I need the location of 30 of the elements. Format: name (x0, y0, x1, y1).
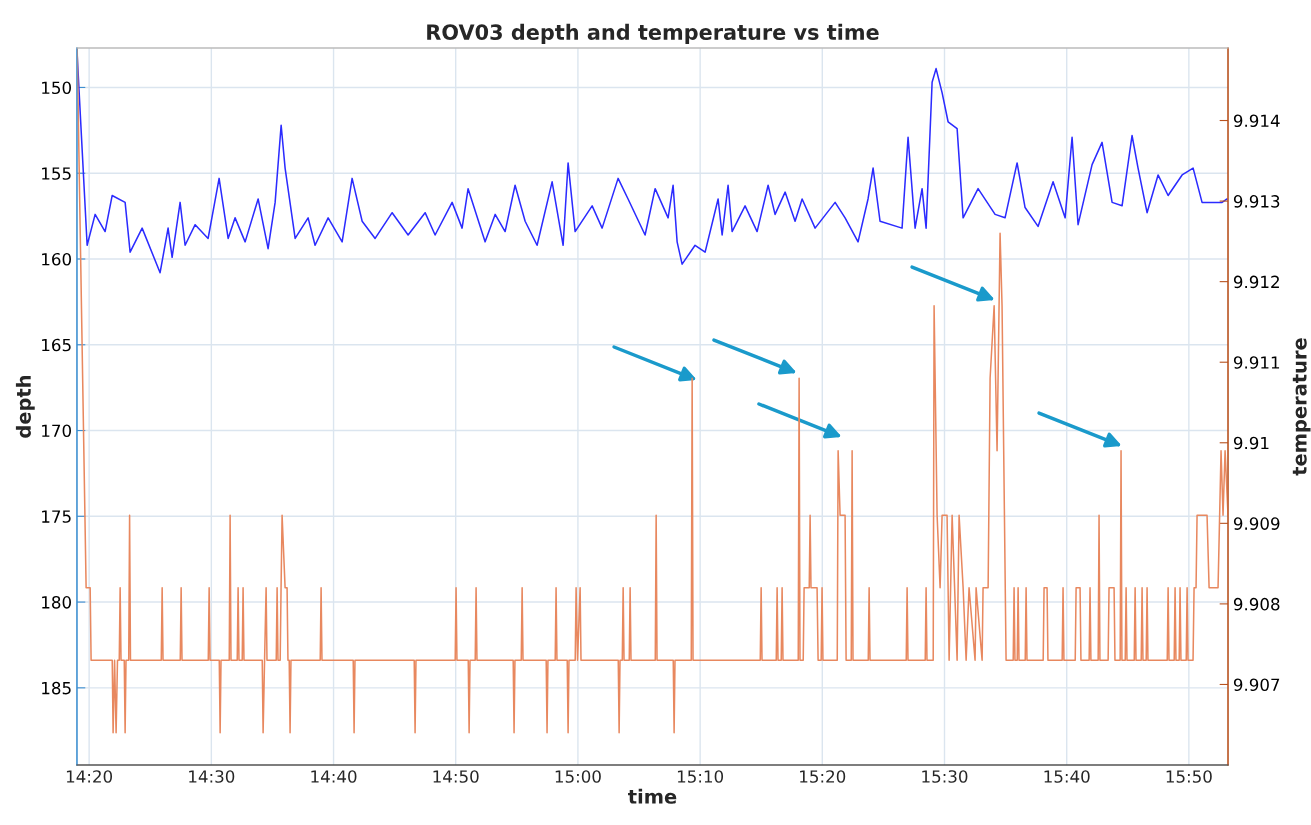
x-tick-label: 15:20 (800, 770, 846, 783)
y-tick-label: 150 (42, 81, 71, 95)
y2-tick-label: 9.914 (1233, 114, 1280, 128)
x-tick-label: 14:30 (189, 770, 235, 783)
y2-tick-label: 9.911 (1233, 356, 1280, 369)
x-tick-label: 14:40 (311, 770, 357, 783)
chart-title: ROV03 depth and temperature vs time (427, 23, 879, 45)
y-tick-label: 155 (42, 167, 71, 180)
y2-tick-label: 9.909 (1233, 517, 1280, 530)
x-tick-label: 15:40 (1044, 770, 1090, 783)
y-tick-label: 170 (42, 424, 71, 438)
x-tick-label: 14:50 (433, 770, 479, 783)
y2-tick-label: 9.91 (1233, 436, 1269, 450)
y-tick-label: 160 (42, 252, 71, 266)
y-tick-label: 165 (42, 338, 71, 352)
x-tick-label: 14:20 (66, 770, 113, 783)
y2-tick-label: 9.908 (1233, 597, 1280, 611)
y2-axis-title: temperature (1292, 338, 1311, 476)
x-tick-label: 15:50 (1166, 770, 1212, 783)
x-tick-label: 15:10 (677, 770, 724, 783)
y-tick-label: 185 (42, 681, 71, 695)
x-axis-title: time (628, 788, 677, 804)
x-tick-label: 15:00 (555, 770, 601, 783)
y-tick-label: 180 (42, 596, 71, 609)
y-tick-label: 175 (42, 510, 71, 523)
y2-tick-label: 9.913 (1233, 195, 1280, 208)
y-axis-title: depth (15, 375, 35, 438)
y2-tick-label: 9.912 (1233, 275, 1279, 289)
x-tick-label: 15:30 (922, 770, 968, 783)
y2-tick-label: 9.907 (1233, 678, 1280, 692)
